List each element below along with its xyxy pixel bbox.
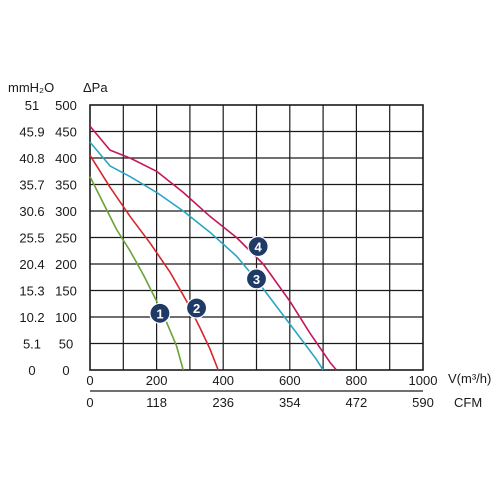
y-tick-pa: 200 — [55, 257, 77, 272]
y-tick-pa: 250 — [55, 231, 77, 246]
x-tick-cfm: 0 — [86, 395, 93, 410]
x-tick-cfm: 590 — [412, 395, 434, 410]
y-tick-mmh2o: 20.4 — [19, 257, 44, 272]
y-tick-pa: 500 — [55, 98, 77, 113]
curve-2 — [89, 154, 219, 371]
curve-marker-circle — [185, 297, 208, 319]
x-tick-cfm: 354 — [279, 395, 301, 410]
x-tick-primary: 0 — [86, 373, 93, 388]
y-tick-mmh2o: 25.5 — [19, 231, 44, 246]
curve-marker-circle — [247, 235, 269, 258]
y-tick-pa: 350 — [55, 178, 77, 193]
y-tick-mmh2o: 0 — [28, 363, 35, 378]
y-tick-pa: 150 — [55, 284, 77, 299]
curve-marker-4: 4 — [247, 235, 269, 258]
y-tick-mmh2o: 40.8 — [19, 151, 44, 166]
y-tick-mmh2o: 45.9 — [19, 125, 44, 140]
y-tick-mmh2o: 35.7 — [19, 178, 44, 193]
curve-marker-3: 3 — [245, 268, 268, 290]
x-unit-flow: V(m³/h) — [448, 371, 491, 386]
x-tick-primary: 1000 — [409, 373, 438, 388]
curve-markers: 1 2 3 4 — [149, 235, 269, 324]
curve-marker-label: 4 — [255, 240, 263, 255]
curve-marker-2: 2 — [185, 297, 208, 319]
y-tick-mmh2o: 5.1 — [23, 337, 41, 352]
x-tick-primary: 200 — [146, 373, 168, 388]
x-unit-cfm: CFM — [454, 395, 482, 410]
curve-marker-label: 1 — [156, 306, 163, 321]
y-tick-pa: 450 — [55, 125, 77, 140]
curve-marker-circle — [149, 302, 171, 324]
curve-4 — [89, 125, 338, 371]
curve-1 — [89, 176, 184, 371]
y-tick-pa: 100 — [55, 310, 77, 325]
tick-labels: 05010015020025030035040045050005.110.215… — [19, 98, 437, 410]
y-unit-mmh2o: mmH₂O — [8, 80, 54, 95]
y-tick-mmh2o: 15.3 — [19, 284, 44, 299]
y-unit-pa: ΔPa — [83, 80, 108, 95]
x-tick-primary: 600 — [279, 373, 301, 388]
y-tick-mmh2o: 10.2 — [19, 310, 44, 325]
x-tick-primary: 800 — [346, 373, 368, 388]
performance-curves — [89, 125, 338, 371]
curve-marker-label: 3 — [253, 272, 260, 287]
y-tick-pa: 0 — [62, 363, 69, 378]
y-tick-mmh2o: 30.6 — [19, 204, 44, 219]
y-tick-mmh2o: 51 — [25, 98, 39, 113]
x-tick-cfm: 236 — [212, 395, 234, 410]
y-tick-pa: 300 — [55, 204, 77, 219]
curve-marker-label: 2 — [193, 301, 200, 316]
x-tick-cfm: 472 — [346, 395, 368, 410]
y-tick-pa: 50 — [59, 337, 73, 352]
x-tick-primary: 400 — [212, 373, 234, 388]
curve-marker-circle — [245, 268, 268, 290]
y-tick-pa: 400 — [55, 151, 77, 166]
x-tick-cfm: 118 — [146, 395, 167, 410]
curve-3 — [89, 141, 324, 371]
curve-marker-1: 1 — [149, 302, 171, 324]
